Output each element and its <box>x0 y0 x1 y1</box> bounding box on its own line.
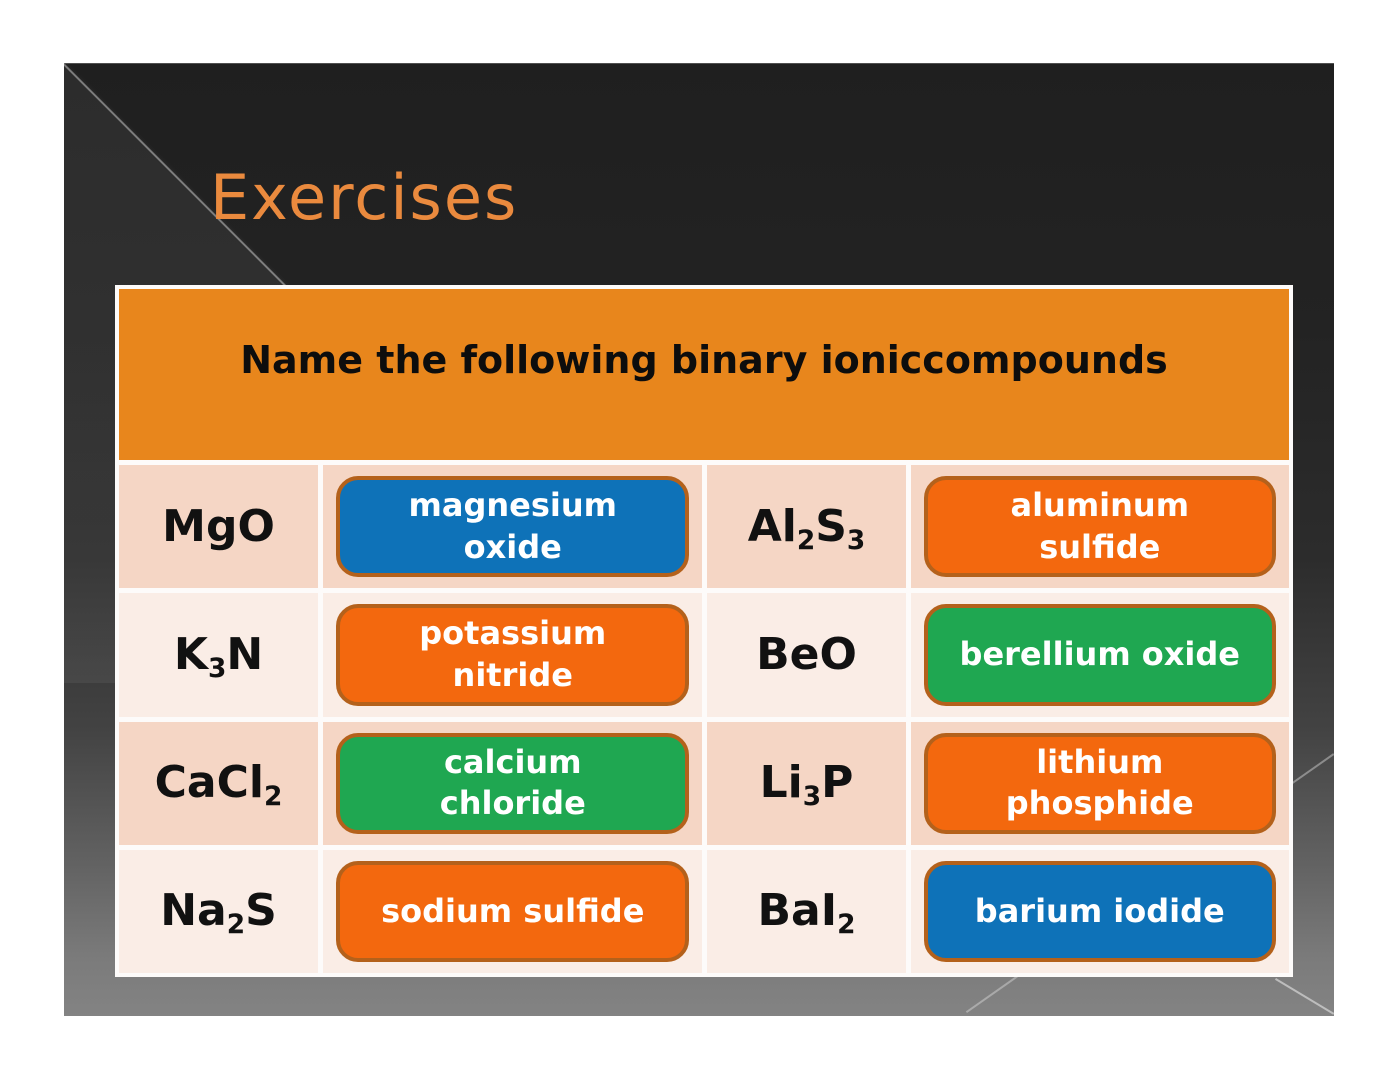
exercise-table: Name the following binary ioniccompounds… <box>115 285 1293 977</box>
answer-button[interactable]: lithium phosphide <box>923 732 1276 834</box>
table-header-banner: Name the following binary ioniccompounds <box>119 289 1289 460</box>
formula-cell: BeO <box>707 593 906 717</box>
answer-cell: berellium oxide <box>910 593 1289 717</box>
answer-button[interactable]: calcium chloride <box>336 732 690 834</box>
slide: Exercises Name the following binary ioni… <box>64 63 1334 1016</box>
answer-cell: sodium sulfide <box>323 849 703 973</box>
compound-formula: Li3P <box>759 757 854 813</box>
answer-button[interactable]: berellium oxide <box>923 604 1276 706</box>
answer-button[interactable]: aluminum sulfide <box>923 476 1276 578</box>
formula-cell: BaI2 <box>707 849 906 973</box>
answer-cell: calcium chloride <box>323 721 703 845</box>
answer-cell: magnesium oxide <box>323 465 703 589</box>
compound-formula: CaCl2 <box>154 757 283 813</box>
formula-cell: Al2S3 <box>707 465 906 589</box>
compound-formula: BaI2 <box>757 885 856 941</box>
answer-cell: barium iodide <box>910 849 1289 973</box>
answer-button[interactable]: sodium sulfide <box>336 860 690 962</box>
compound-formula: MgO <box>162 500 275 552</box>
answer-button[interactable]: magnesium oxide <box>336 476 690 578</box>
answer-button[interactable]: potassium nitride <box>336 604 690 706</box>
answer-cell: potassium nitride <box>323 593 703 717</box>
answer-cell: lithium phosphide <box>910 721 1289 845</box>
formula-cell: MgO <box>119 465 319 589</box>
answer-button[interactable]: barium iodide <box>923 860 1276 962</box>
compound-formula: Na2S <box>160 885 277 941</box>
compound-formula: Al2S3 <box>747 500 866 556</box>
formula-cell: Na2S <box>119 849 319 973</box>
formula-cell: CaCl2 <box>119 721 319 845</box>
formula-cell: Li3P <box>707 721 906 845</box>
formula-cell: K3N <box>119 593 319 717</box>
compound-formula: BeO <box>756 628 857 680</box>
answer-cell: aluminum sulfide <box>910 465 1289 589</box>
compound-formula: K3N <box>173 628 264 684</box>
bottom-right-mitre-line <box>1274 978 1334 1015</box>
slide-title: Exercises <box>210 161 519 234</box>
